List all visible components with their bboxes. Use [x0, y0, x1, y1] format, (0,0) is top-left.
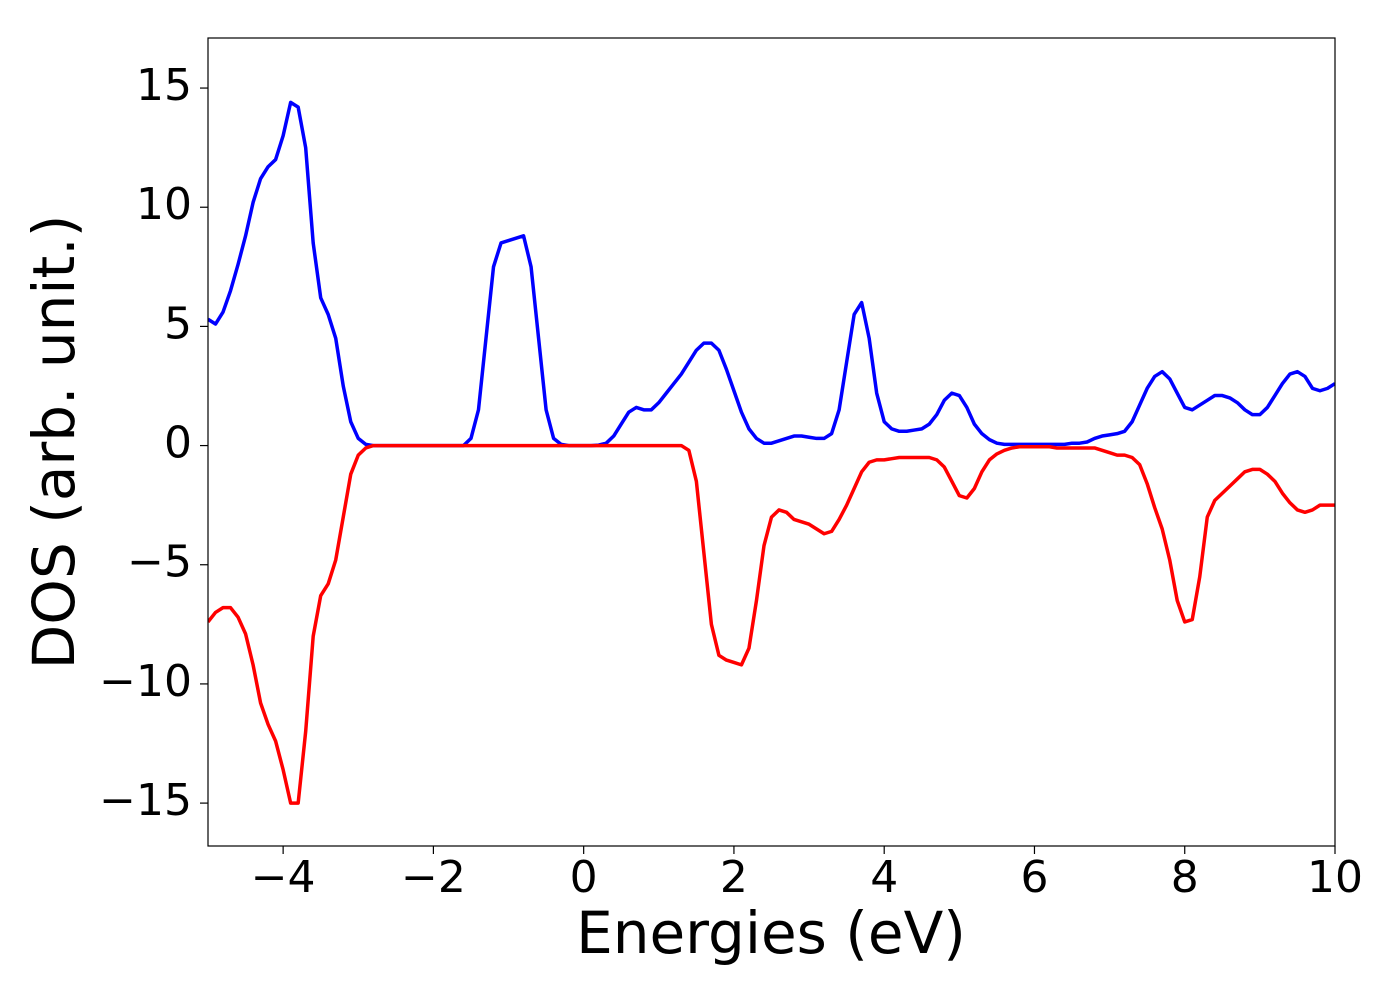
y-tick-label: 5: [164, 298, 192, 349]
x-tick-label: 8: [1171, 852, 1199, 903]
plot-frame: [207, 37, 1336, 847]
y-tick-label: −10: [99, 656, 192, 707]
x-tick-label: −2: [401, 852, 466, 903]
series-line: [208, 443, 1335, 805]
x-tick-label: 0: [570, 852, 598, 903]
y-axis-label: DOS (arb. unit.): [20, 215, 88, 670]
y-tick-label: 10: [136, 179, 192, 230]
x-axis-label: Energies (eV): [576, 899, 966, 967]
x-tick-label: 4: [870, 852, 898, 903]
x-tick-label: 6: [1020, 852, 1048, 903]
series-line: [208, 100, 1335, 448]
y-tick-label: 0: [164, 418, 192, 469]
y-tick-label: −15: [99, 775, 192, 826]
x-tick-label: 10: [1307, 852, 1363, 903]
x-tick-label: 2: [720, 852, 748, 903]
y-tick-label: 15: [136, 60, 192, 111]
x-tick-label: −4: [251, 852, 316, 903]
y-tick-label: −5: [127, 537, 192, 588]
